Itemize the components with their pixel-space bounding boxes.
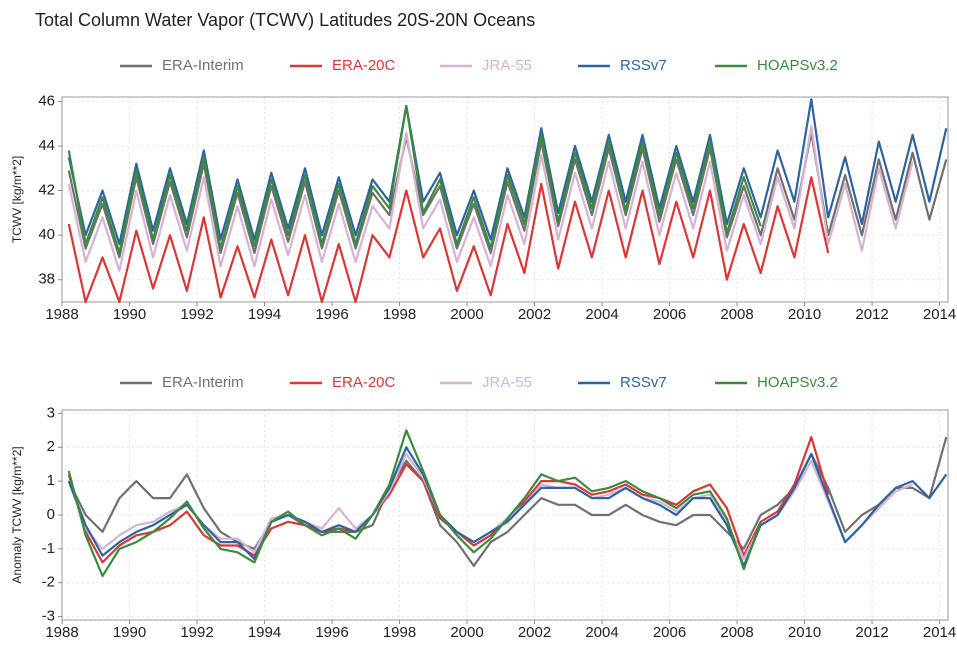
legend-label: ERA-Interim <box>162 374 244 391</box>
series-line <box>67 176 830 304</box>
chart-title: Total Column Water Vapor (TCWV) Latitude… <box>35 10 535 30</box>
x-tick-label: 2012 <box>855 306 888 323</box>
x-tick-label: 2002 <box>518 306 551 323</box>
series-line <box>67 446 948 567</box>
x-tick-label: 1998 <box>383 624 416 641</box>
y-axis-label: Anomaly TCWV [kg/m**2] <box>10 446 24 583</box>
x-tick-label: 2004 <box>585 306 618 323</box>
x-tick-label: 1992 <box>180 306 213 323</box>
y-tick-label: 42 <box>38 182 55 199</box>
y-tick-label: -3 <box>42 608 55 625</box>
x-tick-label: 2000 <box>450 624 483 641</box>
series-line <box>67 104 762 255</box>
y-tick-label: 40 <box>38 226 55 243</box>
x-tick-label: 2008 <box>720 306 753 323</box>
legend-label: RSSv7 <box>620 374 667 391</box>
legend-label: HOAPSv3.2 <box>757 57 838 74</box>
series-line <box>67 98 948 246</box>
x-tick-label: 2006 <box>653 306 686 323</box>
plot-frame <box>61 96 949 303</box>
x-tick-label: 1988 <box>45 624 78 641</box>
x-tick-label: 1994 <box>248 306 281 323</box>
y-tick-label: 44 <box>38 137 55 154</box>
legend-label: ERA-20C <box>332 374 396 391</box>
series-line <box>67 436 948 567</box>
x-tick-label: 1996 <box>315 306 348 323</box>
x-tick-label: 2006 <box>653 624 686 641</box>
y-tick-label: 46 <box>38 92 55 109</box>
y-tick-label: 3 <box>47 404 55 421</box>
y-tick-label: 0 <box>47 506 55 523</box>
x-tick-label: 2000 <box>450 306 483 323</box>
x-tick-label: 2008 <box>720 624 753 641</box>
legend-label: ERA-Interim <box>162 57 244 74</box>
series-line <box>67 429 762 578</box>
x-tick-label: 1988 <box>45 306 78 323</box>
x-tick-label: 1998 <box>383 306 416 323</box>
x-tick-label: 1990 <box>113 306 146 323</box>
x-tick-label: 1990 <box>113 624 146 641</box>
plot-frame <box>61 409 949 621</box>
legend-label: ERA-20C <box>332 57 396 74</box>
series-line <box>67 124 914 272</box>
x-tick-label: 1996 <box>315 624 348 641</box>
x-tick-label: 2004 <box>585 624 618 641</box>
legend-label: RSSv7 <box>620 57 667 74</box>
y-tick-label: 2 <box>47 438 55 455</box>
legend-label: JRA-55 <box>482 57 532 74</box>
x-tick-label: 2014 <box>923 306 956 323</box>
y-axis-label: TCWV [kg/m**2] <box>10 156 24 243</box>
x-tick-label: 2010 <box>788 624 821 641</box>
x-tick-label: 1994 <box>248 624 281 641</box>
x-tick-label: 2012 <box>855 624 888 641</box>
legend-label: HOAPSv3.2 <box>757 374 838 391</box>
y-tick-label: 38 <box>38 271 55 288</box>
x-tick-label: 2010 <box>788 306 821 323</box>
x-tick-label: 2002 <box>518 624 551 641</box>
x-tick-label: 2014 <box>923 624 956 641</box>
y-tick-label: 1 <box>47 472 55 489</box>
y-tick-label: -1 <box>42 540 55 557</box>
y-tick-label: -2 <box>42 574 55 591</box>
x-tick-label: 1992 <box>180 624 213 641</box>
legend-label: JRA-55 <box>482 374 532 391</box>
